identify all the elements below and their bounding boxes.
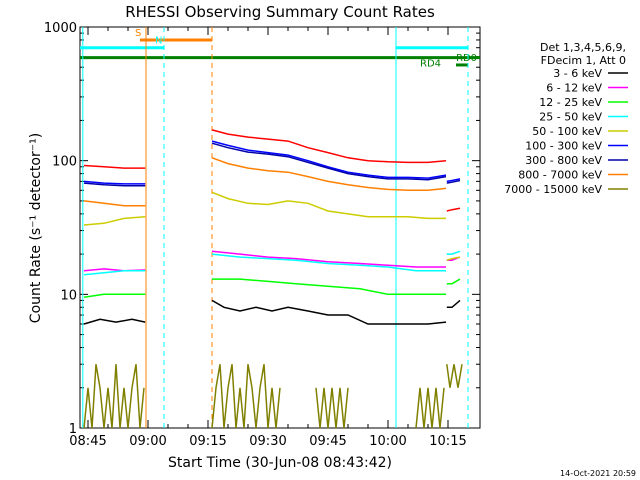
y-tick-label: 1000 (44, 21, 77, 36)
legend-label: 50 - 100 keV (532, 125, 602, 138)
y-tick-label: 1 (69, 422, 77, 437)
series-line (83, 293, 146, 299)
legend: Det 1,3,4,5,6,9,FDecim 1, Att 03 - 6 keV… (504, 41, 628, 196)
series-line (83, 318, 146, 325)
series-line (83, 180, 146, 185)
series-line (446, 299, 461, 309)
series-line (212, 278, 446, 296)
series-line (446, 178, 461, 183)
series-line (83, 200, 146, 207)
x-tick-label: 09:45 (309, 434, 346, 449)
x-tick-label: 09:15 (189, 434, 226, 449)
series-line (211, 299, 447, 325)
y-tick-label: 100 (52, 155, 77, 170)
chart-title: RHESSI Observing Summary Count Rates (125, 3, 435, 21)
footer-timestamp: 14-Oct-2021 20:59 (560, 469, 636, 478)
legend-label: 300 - 800 keV (525, 154, 602, 167)
series-line (211, 250, 446, 268)
series-line (211, 157, 447, 192)
x-tick-label: 09:30 (249, 434, 286, 449)
series-line (83, 364, 145, 429)
series-line (83, 270, 146, 276)
flag-label: N (155, 36, 162, 47)
series-line (446, 250, 461, 255)
legend-label: 800 - 7000 keV (518, 169, 602, 182)
series-line (211, 364, 281, 429)
series-line (415, 387, 445, 429)
x-tick-label: 09:00 (129, 434, 166, 449)
legend-header: FDecim 1, Att 0 (541, 54, 626, 67)
plot-area: 1 10 100 1000 08:45 09:00 09:15 09:30 09:45 10:00… (44, 21, 481, 449)
series-line (446, 278, 461, 285)
series-line (83, 164, 146, 169)
x-tick-label: 08:45 (69, 434, 106, 449)
legend-header: Det 1,3,4,5,6,9, (540, 41, 626, 54)
flag-label: RD0 (456, 53, 477, 64)
y-axis-label: Count Rate (s⁻¹ detector⁻¹) (28, 133, 44, 323)
legend-label: 25 - 50 keV (539, 111, 602, 124)
plot-frame (79, 26, 481, 429)
series-line (315, 387, 349, 429)
series-line (446, 207, 461, 212)
series-line (211, 191, 446, 220)
series-line (83, 182, 146, 187)
legend-label: 12 - 25 keV (539, 96, 602, 109)
series-line (211, 253, 446, 272)
x-axis-label: Start Time (30-Jun-08 08:43:42) (168, 455, 392, 471)
flag-label: S (135, 28, 141, 39)
x-tick-label: 10:00 (369, 434, 406, 449)
series-line (446, 364, 463, 388)
y-tick-label: 10 (60, 288, 77, 303)
series-line (211, 142, 447, 181)
legend-label: 3 - 6 keV (553, 67, 602, 80)
series-line (446, 256, 461, 261)
legend-label: 6 - 12 keV (546, 82, 602, 95)
series-line (211, 140, 447, 179)
series-line (211, 129, 447, 164)
legend-label: 100 - 300 keV (525, 140, 602, 153)
series-line (446, 179, 461, 184)
series-line (83, 216, 146, 226)
flag-label: RD4 (420, 59, 441, 70)
legend-label: 7000 - 15000 keV (504, 183, 602, 196)
x-tick-label: 10:15 (429, 434, 466, 449)
